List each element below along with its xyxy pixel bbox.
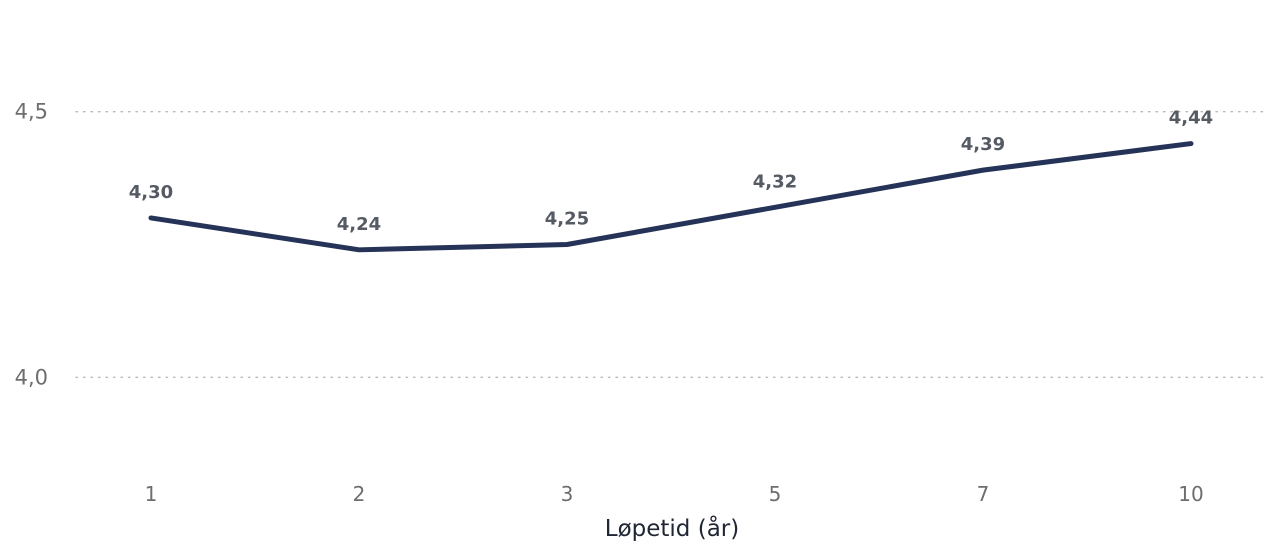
series-lines <box>148 141 1194 253</box>
data-label: 4,39 <box>961 134 1005 155</box>
data-label: 4,44 <box>1169 108 1213 129</box>
data-label: 4,25 <box>545 209 589 230</box>
y-tick-label: 4,0 <box>15 365 48 389</box>
y-tick-label: 4,5 <box>15 100 48 124</box>
x-axis-ticks: 1 2 3 5 7 10 <box>145 482 1204 506</box>
data-label: 4,24 <box>337 214 381 235</box>
x-tick-label: 2 <box>353 482 366 506</box>
y-axis-ticks: 4,0 4,5 <box>15 100 48 390</box>
x-tick-label: 7 <box>977 482 990 506</box>
x-axis-title: Løpetid (år) <box>605 514 739 542</box>
series-line <box>148 141 1194 253</box>
x-tick-label: 1 <box>145 482 158 506</box>
data-labels: 4,30 4,24 4,25 4,32 4,39 4,44 <box>129 108 1213 235</box>
x-tick-label: 10 <box>1178 482 1203 506</box>
x-tick-label: 5 <box>769 482 782 506</box>
x-tick-label: 3 <box>561 482 574 506</box>
data-label: 4,32 <box>753 171 797 192</box>
data-label: 4,30 <box>129 182 173 203</box>
gridlines <box>75 111 1267 378</box>
